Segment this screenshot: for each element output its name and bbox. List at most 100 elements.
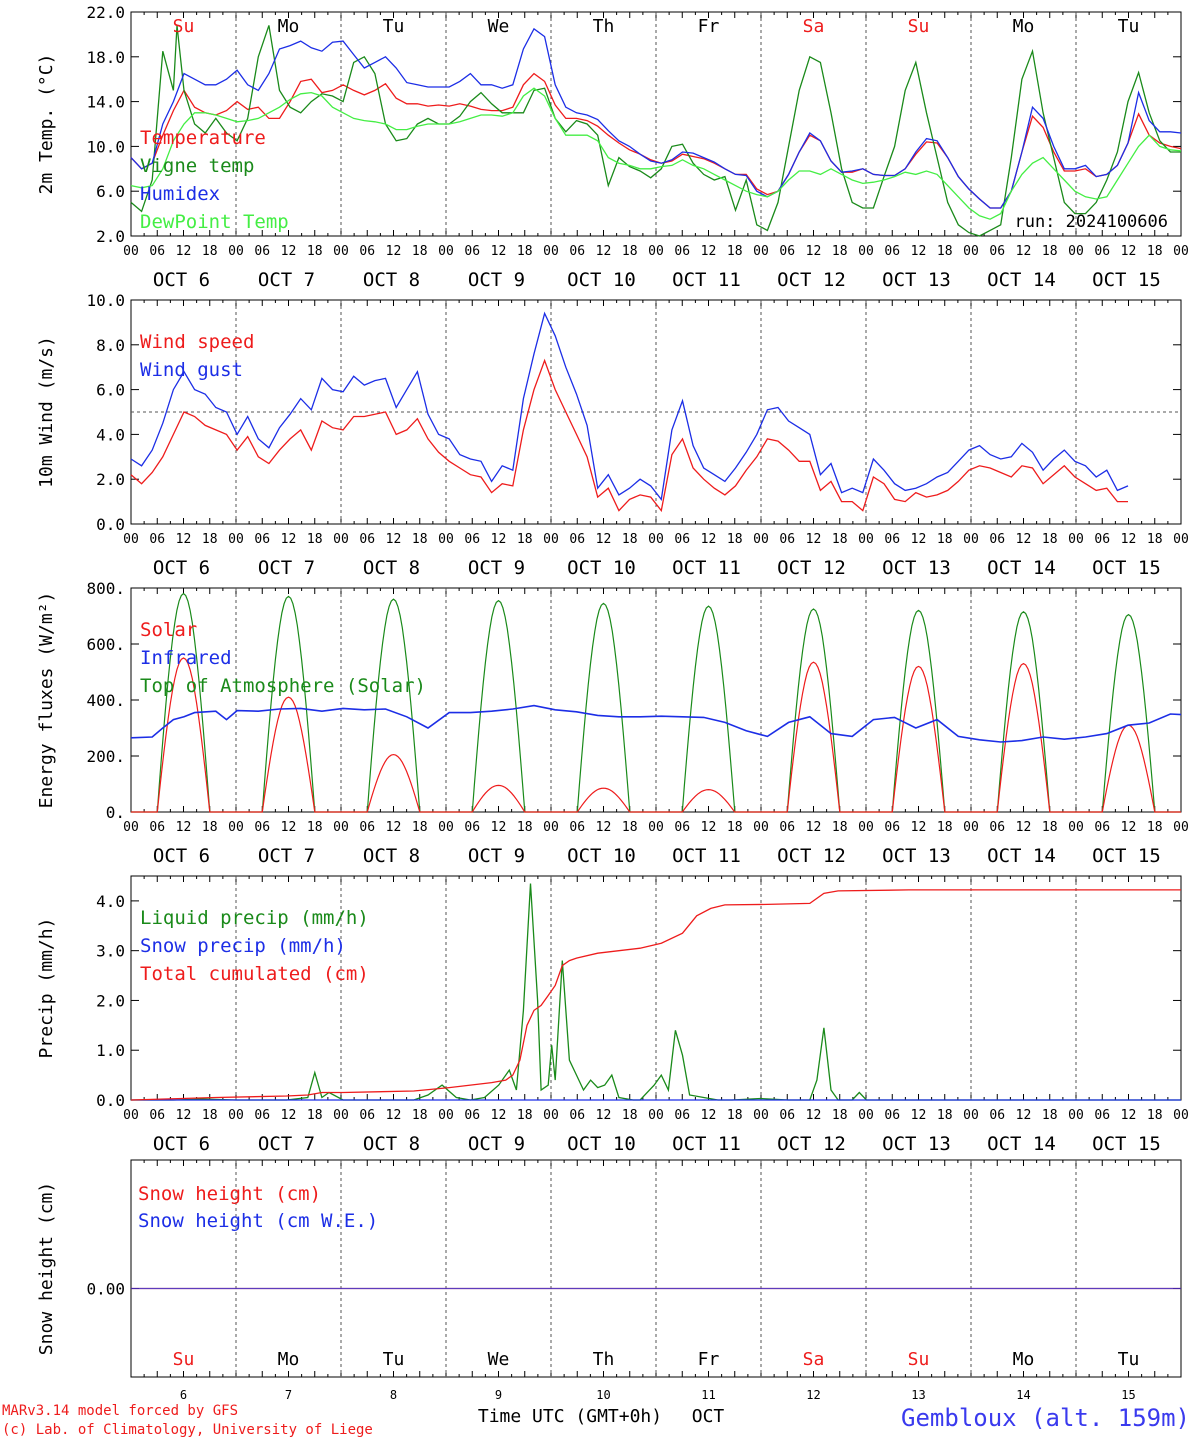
x-hour-tick-label: 18 — [832, 820, 848, 835]
x-hour-tick-label: 18 — [937, 244, 953, 259]
x-hour-tick-label: 18 — [517, 244, 533, 259]
weekday-label: Tu — [1118, 1349, 1140, 1370]
x-hour-tick-label: 06 — [779, 1108, 795, 1123]
x-hour-tick-label: 00 — [543, 1108, 559, 1123]
legend-entry: Snow height (cm) — [138, 1183, 321, 1205]
x-hour-tick-label: 06 — [254, 532, 270, 547]
x-hour-tick-label: 00 — [648, 820, 664, 835]
dewpoint-temp-line — [130, 87, 1182, 220]
x-date-label: OCT 12 — [777, 269, 846, 291]
y-axis-label: 10m Wind (m/s) — [36, 336, 57, 488]
x-hour-tick-label: 12 — [1121, 244, 1137, 259]
x-hour-tick-label: 18 — [517, 820, 533, 835]
x-hour-tick-label: 18 — [937, 820, 953, 835]
x-hour-tick-label: 00 — [228, 244, 244, 259]
y-tick-label: 200. — [86, 747, 125, 766]
legend-entry: Wind speed — [140, 331, 254, 353]
x-date-label: OCT 11 — [672, 557, 741, 579]
x-hour-tick-label: 12 — [491, 1108, 507, 1123]
x-hour-tick-label: 12 — [911, 244, 927, 259]
x-hour-tick-label: 12 — [1016, 532, 1032, 547]
x-date-label: OCT 8 — [363, 557, 420, 579]
x-date-label: OCT 13 — [882, 845, 951, 867]
x-hour-tick-label: 00 — [1173, 820, 1189, 835]
x-date-label: OCT 12 — [777, 845, 846, 867]
legend-entry: Vigne temp — [140, 155, 254, 177]
x-hour-tick-label: 18 — [307, 532, 323, 547]
x-hour-tick-label: 18 — [832, 1108, 848, 1123]
x-hour-tick-label: 06 — [359, 244, 375, 259]
x-hour-tick-label: 12 — [701, 1108, 717, 1123]
x-hour-tick-label: 00 — [753, 244, 769, 259]
x-date-label: OCT 11 — [672, 1133, 741, 1155]
x-hour-tick-label: 06 — [674, 244, 690, 259]
weekday-label: Su — [173, 1349, 195, 1370]
x-hour-tick-label: 12 — [386, 532, 402, 547]
x-hour-tick-label: 06 — [884, 244, 900, 259]
x-hour-tick-label: 06 — [149, 1108, 165, 1123]
station-label: Gembloux (alt. 159m) — [901, 1404, 1190, 1432]
legend-entry: Snow precip (mm/h) — [140, 935, 346, 957]
x-date-label: OCT 14 — [987, 1133, 1056, 1155]
x-hour-tick-label: 18 — [622, 532, 638, 547]
x-hour-tick-label: 18 — [1042, 820, 1058, 835]
x-date-label: OCT 6 — [153, 845, 210, 867]
x-hour-tick-label: 18 — [1147, 244, 1163, 259]
x-hour-tick-label: 06 — [779, 532, 795, 547]
x-hour-tick-label: 12 — [491, 244, 507, 259]
x-date-label: OCT 9 — [468, 1133, 525, 1155]
y-tick-label: 6.0 — [96, 381, 125, 400]
legend-entry: Infrared — [140, 647, 232, 669]
x-hour-tick-label: 00 — [228, 820, 244, 835]
x-hour-tick-label: 12 — [596, 1108, 612, 1123]
weekday-label: Fr — [698, 1349, 720, 1370]
y-axis-label: Precip (mm/h) — [36, 918, 57, 1059]
x-hour-tick-label: 00 — [123, 532, 139, 547]
x-hour-tick-label: 12 — [1016, 244, 1032, 259]
x-hour-tick-label: 06 — [464, 820, 480, 835]
y-axis-label: 2m Temp. (°C) — [36, 54, 57, 195]
x-hour-tick-label: 18 — [727, 820, 743, 835]
y-tick-label: 10.0 — [86, 137, 125, 156]
x-hour-tick-label: 06 — [254, 820, 270, 835]
panel-wind: 0.0 2.0 4.0 6.0 8.0 10.0 10m Wind (m/s) Wind sp… — [36, 291, 1189, 579]
x-hour-tick-label: 06 — [569, 244, 585, 259]
month-label: OCT — [692, 1406, 725, 1427]
x-hour-tick-label: 06 — [884, 820, 900, 835]
x-date-label: OCT 7 — [258, 557, 315, 579]
x-hour-tick-label: 00 — [123, 820, 139, 835]
day-number-label: 12 — [806, 1388, 820, 1402]
x-date-label: OCT 10 — [567, 845, 636, 867]
y-tick-label: 4.0 — [96, 425, 125, 444]
x-hour-tick-label: 06 — [1094, 820, 1110, 835]
x-date-label: OCT 6 — [153, 557, 210, 579]
x-hour-tick-label: 00 — [228, 532, 244, 547]
weekday-label: Sa — [803, 1349, 825, 1370]
y-axis-label: Energy fluxes (W/m²) — [36, 592, 57, 809]
x-hour-tick-label: 00 — [858, 532, 874, 547]
x-hour-tick-label: 06 — [674, 820, 690, 835]
x-hour-tick-label: 18 — [727, 244, 743, 259]
x-hour-tick-label: 00 — [1173, 1108, 1189, 1123]
x-hour-tick-label: 18 — [202, 820, 218, 835]
x-hour-tick-label: 00 — [648, 1108, 664, 1123]
x-hour-tick-label: 12 — [701, 532, 717, 547]
x-hour-tick-label: 00 — [438, 244, 454, 259]
x-hour-tick-label: 12 — [386, 1108, 402, 1123]
x-hour-tick-label: 18 — [1042, 244, 1058, 259]
x-hour-tick-label: 18 — [202, 532, 218, 547]
weekday-label: We — [488, 16, 510, 37]
wind-gust-line — [130, 311, 1129, 501]
x-date-label: OCT 15 — [1092, 269, 1161, 291]
x-date-label: OCT 8 — [363, 269, 420, 291]
x-hour-tick-label: 12 — [701, 820, 717, 835]
x-date-label: OCT 10 — [567, 557, 636, 579]
x-date-label: OCT 7 — [258, 1133, 315, 1155]
y-tick-label: 800. — [86, 579, 125, 598]
x-hour-tick-label: 12 — [911, 532, 927, 547]
x-hour-tick-label: 06 — [464, 1108, 480, 1123]
solar-series-line — [131, 657, 1181, 813]
x-hour-tick-label: 06 — [779, 820, 795, 835]
weekday-label: Mo — [1013, 1349, 1035, 1370]
x-hour-tick-label: 06 — [149, 244, 165, 259]
